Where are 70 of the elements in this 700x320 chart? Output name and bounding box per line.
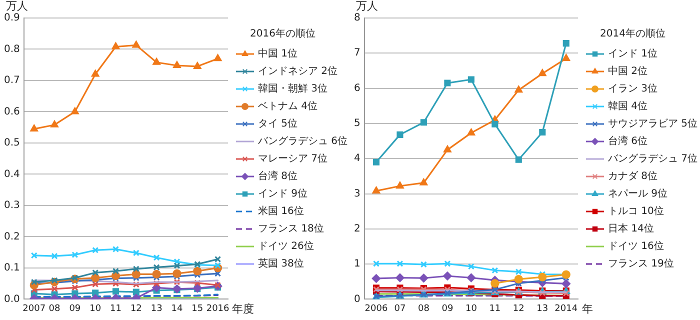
- legend-label: インド 9位: [258, 188, 308, 200]
- legend-title: 2014年の順位: [600, 28, 666, 40]
- legend-label: インド 1位: [608, 48, 658, 60]
- legend-label: カナダ 8位: [608, 170, 658, 182]
- legend-label: ネパール 9位: [608, 188, 668, 200]
- y-axis-title: 万人: [356, 0, 378, 12]
- x-tick-label: 14: [171, 304, 183, 314]
- x-tick-label: 13: [536, 304, 548, 314]
- legend-label: 米国 16位: [258, 205, 304, 218]
- x-tick-label: 07: [394, 304, 406, 314]
- legend-label: サウジアラビア 5位: [608, 118, 698, 130]
- legend-label: ドイツ 16位: [608, 240, 664, 252]
- x-axis-title: 年度: [232, 302, 254, 316]
- y-tick-label: 0.3: [4, 200, 20, 212]
- legend-label: マレーシア 7位: [258, 152, 328, 165]
- y-axis-title: 万人: [6, 0, 28, 12]
- legend-label: バングラデシュ 6位: [257, 135, 348, 148]
- legend-label: 韓国 4位: [608, 100, 648, 112]
- y-tick-label: 0: [354, 294, 360, 305]
- y-tick-label: 0.0: [4, 294, 20, 305]
- x-tick-label: 10: [90, 304, 102, 314]
- legend-label: 日本 14位: [608, 222, 654, 235]
- x-tick-label: 2007: [22, 304, 46, 314]
- legend-label: フランス 19位: [608, 258, 674, 270]
- y-tick-label: 2: [354, 223, 360, 234]
- y-tick-label: 1: [354, 258, 360, 270]
- legend-label: 台湾 8位: [258, 170, 298, 182]
- x-tick-label: 08: [48, 304, 61, 314]
- legend-label: トルコ 10位: [608, 205, 664, 218]
- y-tick-label: 7: [354, 48, 360, 59]
- y-tick-label: 0.4: [4, 168, 20, 180]
- y-tick-label: 8: [354, 12, 360, 24]
- x-tick-label: 2006: [364, 304, 388, 314]
- legend-label: 中国 2位: [608, 65, 648, 78]
- y-tick-label: 0.9: [4, 12, 20, 24]
- legend-label: ドイツ 26位: [258, 240, 314, 252]
- x-tick-label: 11: [110, 304, 122, 314]
- legend-label: フランス 18位: [258, 222, 324, 235]
- x-tick-label: 2016: [206, 304, 230, 314]
- x-tick-label: 10: [465, 304, 478, 314]
- y-tick-label: 0.1: [4, 262, 20, 274]
- legend-label: 台湾 6位: [608, 135, 648, 148]
- x-tick-label: 15: [192, 304, 204, 314]
- legend-label: インドネシア 2位: [258, 65, 338, 78]
- x-tick-label: 2014: [554, 304, 578, 314]
- y-tick-label: 0.5: [4, 138, 20, 149]
- legend-label: バングラデシュ 7位: [607, 152, 698, 165]
- x-tick-label: 12: [130, 304, 142, 314]
- y-tick-label: 0.8: [4, 44, 20, 55]
- y-tick-label: 4: [354, 153, 360, 164]
- x-tick-label: 09: [442, 304, 454, 314]
- x-tick-label: 13: [150, 304, 162, 314]
- legend-label: タイ 5位: [258, 118, 298, 130]
- y-tick-label: 3: [354, 188, 360, 200]
- legend-label: ベトナム 4位: [258, 100, 318, 112]
- legend-label: 英国 38位: [258, 258, 304, 270]
- legend-label: 中国 1位: [258, 48, 298, 60]
- legend-label: イラン 3位: [608, 82, 658, 95]
- y-tick-label: 0.2: [4, 231, 20, 242]
- x-tick-label: 09: [69, 304, 81, 314]
- y-tick-label: 0.7: [4, 75, 20, 86]
- x-tick-label: 08: [418, 304, 430, 314]
- y-tick-label: 5: [354, 118, 360, 130]
- y-tick-label: 6: [354, 82, 360, 94]
- legend-label: 韓国・朝鮮 3位: [258, 82, 328, 95]
- x-axis-title: 年: [582, 302, 593, 316]
- y-tick-label: 0.6: [4, 106, 20, 118]
- x-tick-label: 11: [489, 304, 501, 314]
- x-tick-label: 12: [512, 304, 524, 314]
- legend-title: 2016年の順位: [250, 28, 316, 40]
